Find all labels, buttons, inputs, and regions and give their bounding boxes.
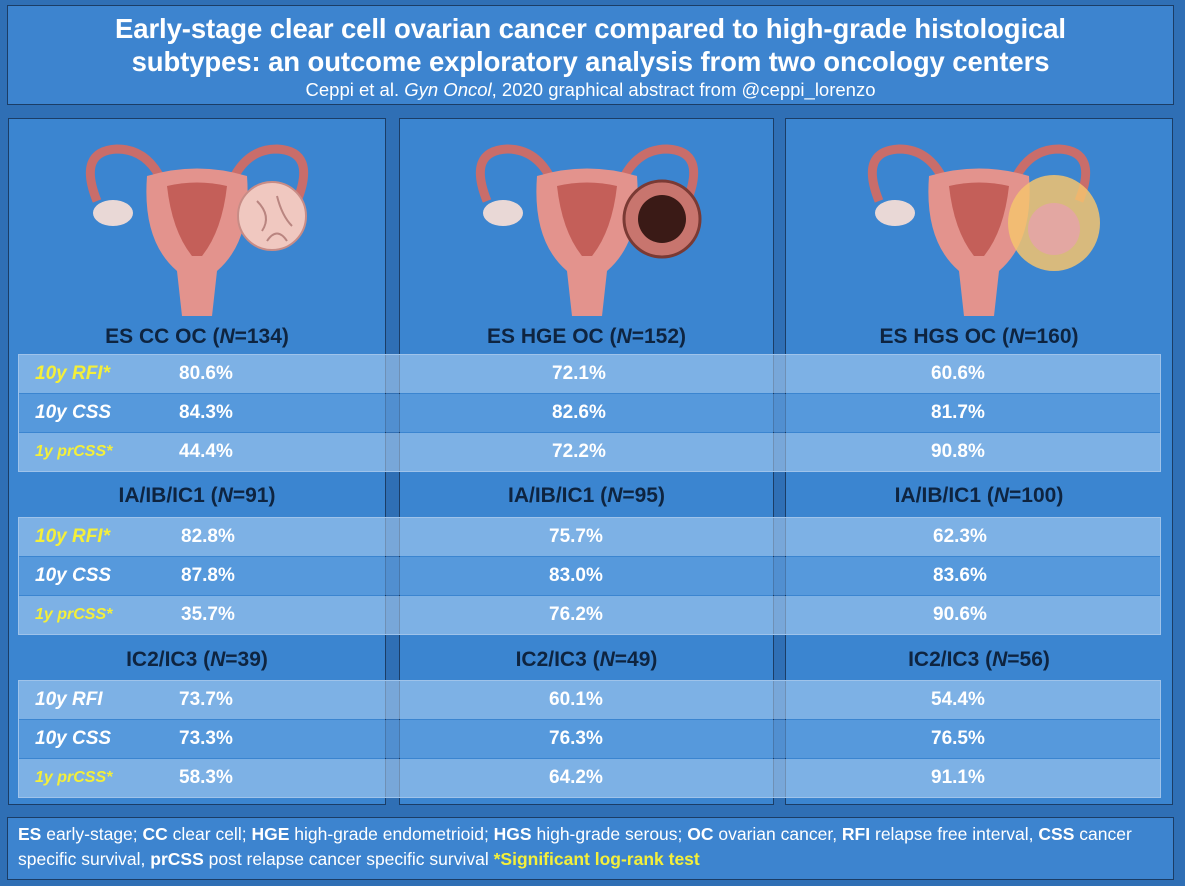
table-row: 10y RFI* 82.8% 75.7% 62.3% xyxy=(19,518,1160,556)
value-cc: 73.3% xyxy=(179,728,233,749)
subtitle-journal: Gyn Oncol xyxy=(404,79,492,100)
row-label-rfi: 10y RFI* xyxy=(35,363,110,384)
value-hgs: 83.6% xyxy=(933,565,987,586)
value-cc: 87.8% xyxy=(181,565,235,586)
group1-title-hgs: ES HGS OC (N=160) xyxy=(879,325,1079,348)
subtitle: Ceppi et al. Gyn Oncol, 2020 graphical a… xyxy=(8,79,1173,101)
value-hgs: 90.8% xyxy=(931,441,985,462)
table-row: 10y CSS 84.3% 82.6% 81.7% xyxy=(19,394,1160,432)
row-label-css: 10y CSS xyxy=(35,565,112,586)
value-hge: 82.6% xyxy=(552,402,606,423)
table-row: 10y RFI 73.7% 60.1% 54.4% xyxy=(19,681,1160,719)
value-hge: 83.0% xyxy=(549,565,603,586)
group3-table: 10y RFI 73.7% 60.1% 54.4% 10y CSS 73.3% … xyxy=(18,680,1161,798)
group3-title-cc: IC2/IC3 (N=39) xyxy=(126,648,268,671)
value-cc: 35.7% xyxy=(181,604,235,625)
footer-legend: ES early-stage; CC clear cell; HGE high-… xyxy=(7,817,1174,880)
value-hgs: 90.6% xyxy=(933,604,987,625)
group3-title-hgs: IC2/IC3 (N=56) xyxy=(908,648,1050,671)
group1-title-cc: ES CC OC (N=134) xyxy=(105,325,289,348)
value-cc: 82.8% xyxy=(181,526,235,547)
value-hge: 72.2% xyxy=(552,441,606,462)
value-hgs: 76.5% xyxy=(931,728,985,749)
title-line-1: Early-stage clear cell ovarian cancer co… xyxy=(115,13,1066,44)
group2-title-hge: IA/IB/IC1 (N=95) xyxy=(508,484,665,507)
value-hgs: 60.6% xyxy=(931,363,985,384)
table-row: 1y prCSS* 35.7% 76.2% 90.6% xyxy=(19,596,1160,634)
row-label-css: 10y CSS xyxy=(35,728,112,749)
row-label-prcss: 1y prCSS* xyxy=(35,443,113,460)
value-hgs: 91.1% xyxy=(931,767,985,788)
value-hgs: 54.4% xyxy=(931,689,985,710)
value-hgs: 62.3% xyxy=(933,526,987,547)
group2-title-hgs: IA/IB/IC1 (N=100) xyxy=(894,484,1064,507)
subtitle-credit: , 2020 graphical abstract from @ceppi_lo… xyxy=(491,79,876,100)
main-title: Early-stage clear cell ovarian cancer co… xyxy=(8,6,1173,78)
row-label-prcss: 1y prCSS* xyxy=(35,606,113,623)
uterus-serous-tumor-icon xyxy=(867,144,1100,316)
group1-table: 10y RFI* 80.6% 72.1% 60.6% 10y CSS 84.3%… xyxy=(18,354,1161,472)
table-row: 10y CSS 87.8% 83.0% 83.6% xyxy=(19,557,1160,595)
value-hge: 76.2% xyxy=(549,604,603,625)
row-label-rfi: 10y RFI xyxy=(35,689,103,710)
group3-title-hge: IC2/IC3 (N=49) xyxy=(515,648,658,671)
uterus-endometrioid-tumor-icon xyxy=(475,144,701,316)
header-banner: Early-stage clear cell ovarian cancer co… xyxy=(7,5,1174,105)
table-row: 10y RFI* 80.6% 72.1% 60.6% xyxy=(19,355,1160,393)
row-label-css: 10y CSS xyxy=(35,402,112,423)
value-hge: 72.1% xyxy=(552,363,606,384)
value-hge: 64.2% xyxy=(549,767,603,788)
value-hge: 76.3% xyxy=(549,728,603,749)
value-cc: 44.4% xyxy=(179,441,233,462)
value-hge: 60.1% xyxy=(549,689,603,710)
group2-table: 10y RFI* 82.8% 75.7% 62.3% 10y CSS 87.8%… xyxy=(18,517,1161,635)
title-line-2: subtypes: an outcome exploratory analysi… xyxy=(131,46,1050,77)
value-cc: 80.6% xyxy=(179,363,233,384)
table-row: 10y CSS 73.3% 76.3% 76.5% xyxy=(19,720,1160,758)
row-label-prcss: 1y prCSS* xyxy=(35,769,113,786)
value-cc: 58.3% xyxy=(179,767,233,788)
table-row: 1y prCSS* 58.3% 64.2% 91.1% xyxy=(19,759,1160,797)
table-row: 1y prCSS* 44.4% 72.2% 90.8% xyxy=(19,433,1160,471)
value-hge: 75.7% xyxy=(549,526,603,547)
subtitle-authors: Ceppi et al. xyxy=(305,79,405,100)
value-hgs: 81.7% xyxy=(931,402,985,423)
significance-note: *Significant log-rank test xyxy=(493,849,700,869)
value-cc: 84.3% xyxy=(179,402,233,423)
row-label-rfi: 10y RFI* xyxy=(35,526,110,547)
group2-title-cc: IA/IB/IC1 (N=91) xyxy=(118,484,276,507)
uterus-clear-cell-tumor-icon xyxy=(85,144,309,316)
group1-title-hge: ES HGE OC (N=152) xyxy=(487,325,686,348)
value-cc: 73.7% xyxy=(179,689,233,710)
